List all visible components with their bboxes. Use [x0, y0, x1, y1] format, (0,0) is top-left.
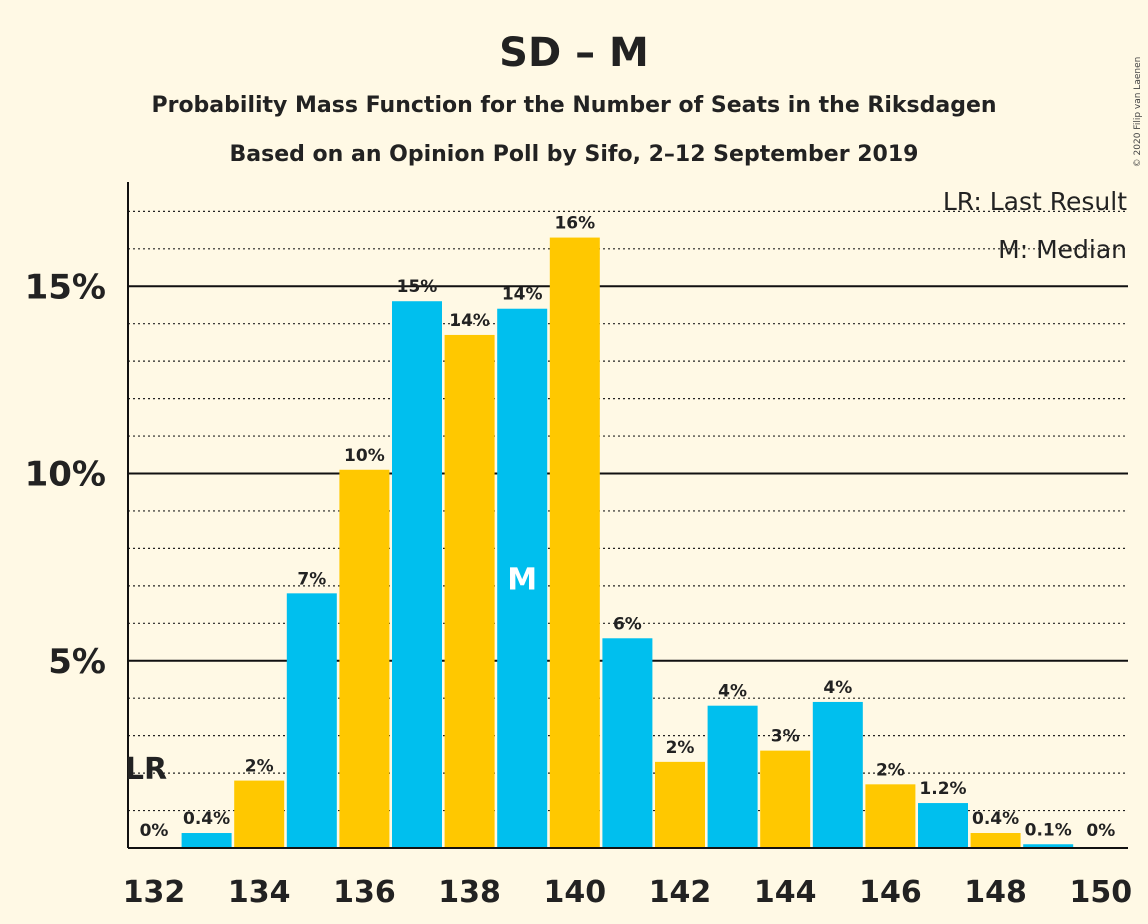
legend-entry: LR: Last Result [943, 187, 1127, 216]
data-label: 7% [297, 569, 326, 589]
bar [760, 750, 811, 848]
bar [812, 701, 863, 848]
data-label: 2% [245, 757, 274, 777]
copyright-note: © 2020 Filip van Laenen [1133, 57, 1143, 168]
bar [865, 784, 916, 848]
data-label: 0% [140, 821, 169, 841]
bar [234, 780, 285, 848]
data-label: 1.2% [919, 779, 966, 799]
chart-subtitle-line-1: Probability Mass Function for the Number… [151, 93, 996, 118]
x-tick-label: 148 [964, 875, 1027, 910]
data-label: 15% [397, 277, 438, 297]
bar [392, 301, 442, 849]
data-label: 10% [344, 446, 385, 466]
data-label: 14% [502, 285, 543, 305]
last-result-marker: LR [125, 752, 167, 787]
bar [549, 237, 600, 848]
chart-title: SD – M [499, 30, 649, 76]
y-tick-label: 10% [25, 455, 106, 495]
data-label: 6% [613, 614, 642, 634]
bar [655, 761, 705, 848]
y-tick-label: 15% [25, 267, 106, 307]
data-label: 0% [1086, 821, 1115, 841]
x-tick-label: 136 [333, 875, 396, 910]
chart-subtitle-line-2: Based on an Opinion Poll by Sifo, 2–12 S… [230, 142, 919, 167]
data-label: 14% [449, 311, 490, 331]
bar [707, 705, 758, 848]
bar [918, 803, 968, 848]
bars [181, 237, 1074, 849]
data-label: 0.4% [183, 809, 230, 829]
bar [1023, 844, 1074, 848]
x-tick-label: 144 [754, 875, 817, 910]
bar [970, 833, 1021, 848]
bar [444, 334, 495, 848]
x-tick-label: 134 [228, 875, 291, 910]
data-label: 2% [666, 738, 695, 758]
data-labels: 0% 0.4% 2% 7% 10% 15% 14% 14% 16% 6% 2% 4% 3% 4% 2% 1.2… [140, 214, 1116, 841]
x-tick-label: 142 [649, 875, 712, 910]
data-label: 4% [823, 678, 852, 698]
data-label: 4% [718, 682, 747, 702]
data-label: 0.1% [1025, 820, 1072, 840]
data-label: 16% [554, 214, 595, 234]
legend-entry: M: Median [998, 235, 1127, 264]
x-tick-label: 146 [859, 875, 922, 910]
bar [339, 469, 390, 848]
bar [497, 308, 548, 849]
bar [181, 833, 232, 848]
x-tick-label: 140 [543, 875, 606, 910]
data-label: 0.4% [972, 809, 1019, 829]
x-tick-label: 150 [1069, 875, 1132, 910]
x-tick-label: 138 [438, 875, 501, 910]
median-marker: M [507, 562, 537, 597]
x-tick-label: 132 [123, 875, 186, 910]
bar [602, 638, 653, 848]
data-label: 3% [771, 727, 800, 747]
legend: LR: Last Result M: Median [943, 187, 1127, 264]
y-tick-label: 5% [48, 642, 106, 682]
axes: 132 134 136 138 140 142 144 146 148 150 LR [123, 182, 1132, 910]
grid: 5% 10% 15% [25, 210, 1128, 812]
data-label: 2% [876, 760, 905, 780]
bar [286, 593, 337, 848]
